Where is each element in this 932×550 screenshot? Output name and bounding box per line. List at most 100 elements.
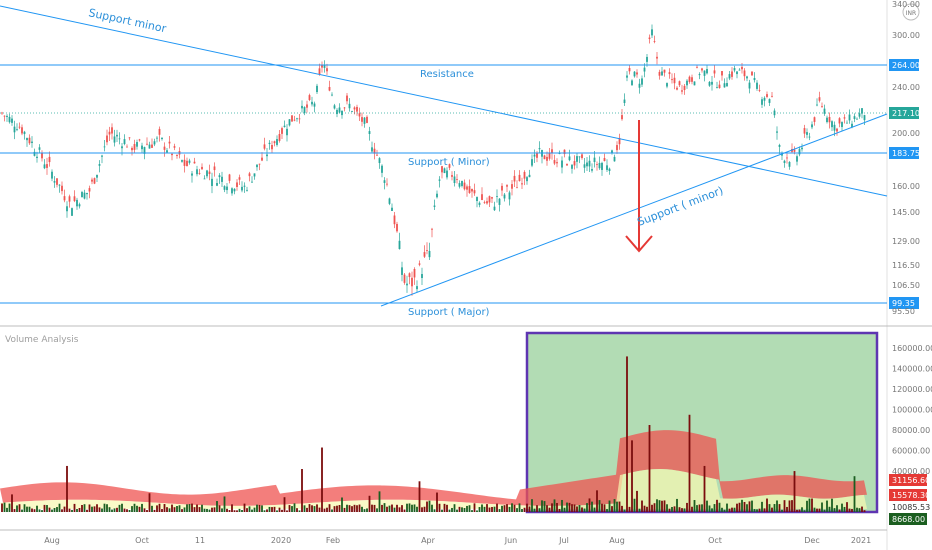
price-label-highlight (889, 107, 919, 119)
volume-bar (613, 499, 616, 512)
candle-body (98, 164, 101, 166)
candle-body (831, 121, 833, 128)
volume-bar (671, 506, 673, 512)
volume-bar (18, 504, 21, 512)
candle-body (796, 156, 798, 162)
volume-bar (81, 504, 83, 512)
volume-bar (386, 506, 388, 512)
price-tick-label: 300.00 (892, 31, 920, 40)
candle-body (121, 146, 123, 149)
volume-axis[interactable]: 160000.00 140000.00 120000.00 100000.00 8000… (889, 344, 932, 525)
volume-bar (266, 509, 268, 512)
volume-bar (558, 508, 561, 512)
volume-bar (496, 503, 498, 512)
candle-body (498, 198, 501, 205)
volume-tick-label: 120000.00 (892, 385, 932, 394)
candle-body (266, 154, 268, 157)
candle-body (173, 146, 176, 148)
candle-body (698, 74, 701, 76)
candle-body (768, 99, 771, 103)
volume-bar (196, 504, 198, 512)
candle-body (446, 170, 448, 178)
volume-bar (263, 510, 266, 512)
candle-body (826, 117, 828, 123)
volume-bar (678, 507, 681, 512)
volume-bar (703, 465, 706, 512)
volume-pane-title: Volume Analysis (5, 335, 79, 345)
candle-body (188, 160, 191, 163)
volume-bar (246, 508, 248, 512)
candle-body (158, 128, 161, 135)
candle-body (428, 250, 431, 258)
volume-bar (501, 505, 503, 512)
candle-body (856, 118, 858, 120)
support-minor-rising-trendline[interactable] (380, 113, 888, 307)
candle-body (803, 128, 806, 134)
candle-body (473, 190, 476, 194)
candle-body (718, 84, 721, 89)
volume-bar (148, 493, 151, 512)
candle-body (536, 152, 538, 158)
candle-body (748, 82, 751, 89)
volume-bar (458, 506, 461, 512)
volume-value-label (889, 474, 927, 486)
candle-body (426, 250, 428, 251)
candle-body (271, 144, 273, 150)
volume-bar (476, 510, 478, 512)
candle-body (336, 109, 338, 115)
volume-value-text: 15578.30 (892, 491, 930, 500)
volume-bar (526, 503, 528, 512)
price-label-highlight (889, 297, 919, 309)
volume-bar (551, 503, 553, 512)
price-axis[interactable]: 340.00 300.00 264.00 240.00 217.10 200.00 183.… (889, 0, 920, 316)
candle-body (618, 137, 621, 145)
volume-bar (601, 503, 603, 512)
volume-bar (738, 502, 741, 512)
volume-tick-label: 40000.00 (892, 467, 930, 476)
volume-bar (428, 500, 431, 512)
currency-toggle[interactable] (902, 3, 920, 21)
volume-bar (646, 506, 648, 512)
volume-bar (86, 509, 88, 512)
volume-bar (213, 507, 216, 512)
price-tick-label: 264.00 (892, 61, 920, 70)
candle-body (131, 147, 133, 151)
volume-bar (771, 507, 773, 512)
volume-bar (231, 504, 233, 512)
price-tick-label: 106.50 (892, 281, 920, 290)
price-tick-label: 160.00 (892, 182, 920, 191)
candle-body (8, 116, 11, 123)
candle-body (253, 173, 256, 177)
volume-bar (91, 506, 93, 512)
candle-body (306, 104, 308, 108)
candle-body (298, 118, 301, 120)
candle-body (453, 176, 456, 184)
volume-bar (248, 506, 251, 512)
candle-body (531, 159, 533, 166)
candle-body (236, 182, 238, 187)
candle-body (393, 215, 396, 225)
candle-body (226, 186, 228, 191)
volume-bar (208, 509, 211, 512)
volume-bar (311, 505, 313, 512)
candle-body (616, 145, 618, 151)
candle-body (233, 188, 236, 192)
candle-body (96, 174, 98, 178)
candle-body (406, 283, 408, 286)
volume-bar (783, 500, 786, 512)
volume-bar (28, 506, 31, 512)
label-support-major: Support ( Major) (408, 307, 490, 318)
volume-bar (373, 504, 376, 512)
volume-bar (566, 502, 568, 512)
candle-body (181, 160, 183, 162)
volume-bar (101, 508, 103, 512)
candle-body (711, 81, 713, 85)
volume-bar (743, 502, 746, 512)
time-axis[interactable]: Aug Oct 11 2020 Feb Apr Jun Jul Aug Oct Dec 2021 (44, 536, 871, 545)
support-minor-trendline[interactable] (0, 5, 888, 197)
candle-body (203, 178, 206, 180)
candle-body (858, 113, 861, 117)
volume-bar (278, 507, 281, 512)
candle-body (56, 178, 58, 185)
